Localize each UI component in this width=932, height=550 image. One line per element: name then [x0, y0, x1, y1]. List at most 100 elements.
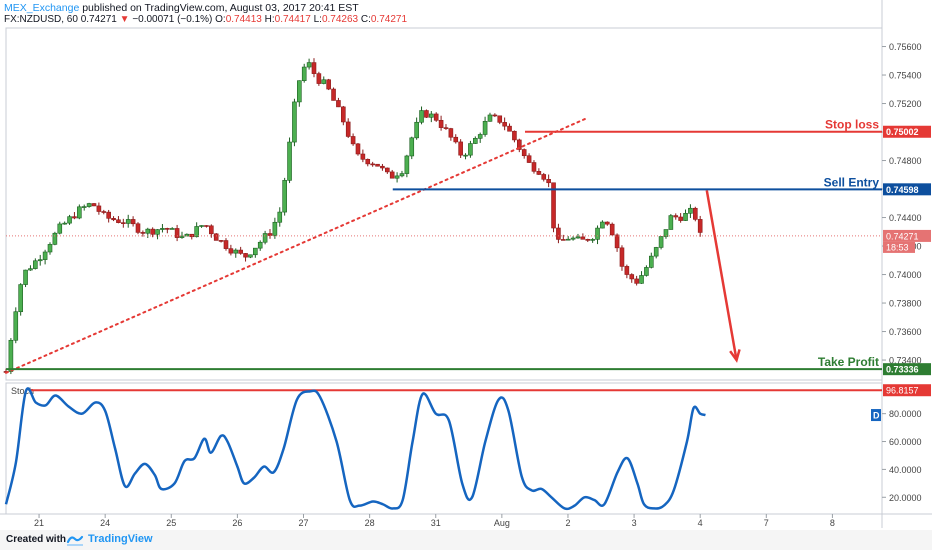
candle[interactable] [507, 125, 512, 132]
candle[interactable] [458, 141, 463, 156]
candle[interactable] [565, 238, 571, 241]
candle[interactable] [561, 239, 566, 241]
candle[interactable] [365, 158, 371, 165]
candle[interactable] [267, 233, 273, 236]
candle[interactable] [18, 284, 23, 313]
candle[interactable] [433, 113, 439, 121]
candle[interactable] [624, 266, 630, 275]
candle[interactable] [473, 138, 478, 144]
candle[interactable] [72, 216, 77, 219]
candle[interactable] [253, 247, 258, 256]
candle[interactable] [238, 249, 243, 254]
candle[interactable] [345, 121, 351, 137]
candle[interactable] [653, 247, 659, 257]
candle[interactable] [272, 221, 278, 236]
candle[interactable] [541, 174, 547, 180]
author-link[interactable]: MEX_Exchange [4, 2, 80, 14]
candle[interactable] [223, 240, 229, 249]
candle[interactable] [165, 228, 170, 230]
candle[interactable] [311, 62, 317, 74]
candle[interactable] [531, 162, 537, 172]
candle[interactable] [389, 171, 395, 179]
candle[interactable] [86, 203, 92, 207]
candle[interactable] [683, 213, 688, 221]
candle[interactable] [634, 278, 639, 284]
candle[interactable] [257, 241, 263, 249]
chart-canvas[interactable]: 0.734000.736000.738000.740000.742000.744… [0, 0, 932, 530]
candle[interactable] [150, 228, 155, 235]
candle[interactable] [42, 251, 48, 260]
candle[interactable] [341, 106, 346, 123]
candle[interactable] [693, 207, 698, 220]
candle[interactable] [130, 219, 136, 225]
candle[interactable] [287, 141, 292, 181]
candle[interactable] [360, 153, 366, 160]
candle[interactable] [209, 225, 214, 235]
candle[interactable] [663, 229, 669, 237]
candle[interactable] [194, 226, 199, 238]
candle[interactable] [306, 62, 312, 68]
candle[interactable] [394, 175, 400, 179]
candle[interactable] [649, 255, 654, 268]
candle[interactable] [52, 232, 58, 245]
candle[interactable] [116, 219, 121, 223]
candle[interactable] [28, 268, 33, 271]
candle[interactable] [429, 113, 434, 118]
candle[interactable] [443, 127, 449, 129]
candle[interactable] [248, 254, 253, 258]
candle[interactable] [204, 225, 209, 227]
candle[interactable] [57, 223, 63, 234]
candle[interactable] [468, 143, 473, 156]
candle[interactable] [350, 136, 356, 145]
candle[interactable] [585, 239, 591, 241]
candle[interactable] [419, 110, 424, 123]
candle[interactable] [96, 205, 102, 212]
candle[interactable] [570, 237, 576, 240]
candle[interactable] [321, 79, 327, 84]
candle[interactable] [37, 259, 43, 262]
candle[interactable] [262, 233, 268, 243]
candle[interactable] [404, 155, 410, 174]
candle[interactable] [658, 236, 664, 248]
candle[interactable] [331, 88, 336, 101]
candle[interactable] [297, 80, 302, 103]
candle[interactable] [399, 173, 405, 177]
candle[interactable] [213, 233, 219, 241]
candle[interactable] [590, 239, 595, 241]
candle[interactable] [174, 228, 180, 238]
candle[interactable] [629, 274, 635, 280]
projection-arrow[interactable] [705, 190, 738, 361]
candle[interactable] [8, 339, 14, 372]
candle[interactable] [111, 218, 116, 221]
candle[interactable] [189, 233, 195, 238]
candle[interactable] [673, 215, 679, 218]
candle[interactable] [125, 219, 131, 224]
candle[interactable] [424, 110, 429, 118]
candle[interactable] [91, 203, 97, 207]
candle[interactable] [77, 206, 82, 219]
candle[interactable] [697, 219, 703, 233]
candle[interactable] [160, 228, 165, 230]
stoch-line[interactable] [4, 387, 706, 511]
price-pane[interactable] [5, 27, 883, 381]
candle[interactable] [580, 236, 586, 240]
candle[interactable] [463, 154, 468, 157]
candle[interactable] [199, 225, 204, 227]
candle[interactable] [614, 234, 620, 249]
candle[interactable] [385, 167, 390, 173]
candle[interactable] [179, 235, 185, 238]
candle[interactable] [482, 121, 488, 135]
candle[interactable] [502, 122, 507, 127]
candle[interactable] [487, 114, 493, 122]
candle[interactable] [595, 227, 600, 240]
candle[interactable] [605, 221, 610, 225]
candle[interactable] [316, 73, 322, 84]
candle[interactable] [169, 228, 175, 230]
candle[interactable] [292, 101, 297, 143]
candle[interactable] [688, 207, 693, 214]
stoch-pane[interactable] [5, 382, 883, 515]
candle[interactable] [336, 100, 341, 108]
candle[interactable] [409, 137, 415, 157]
candle[interactable] [497, 115, 503, 123]
candle[interactable] [101, 211, 107, 213]
